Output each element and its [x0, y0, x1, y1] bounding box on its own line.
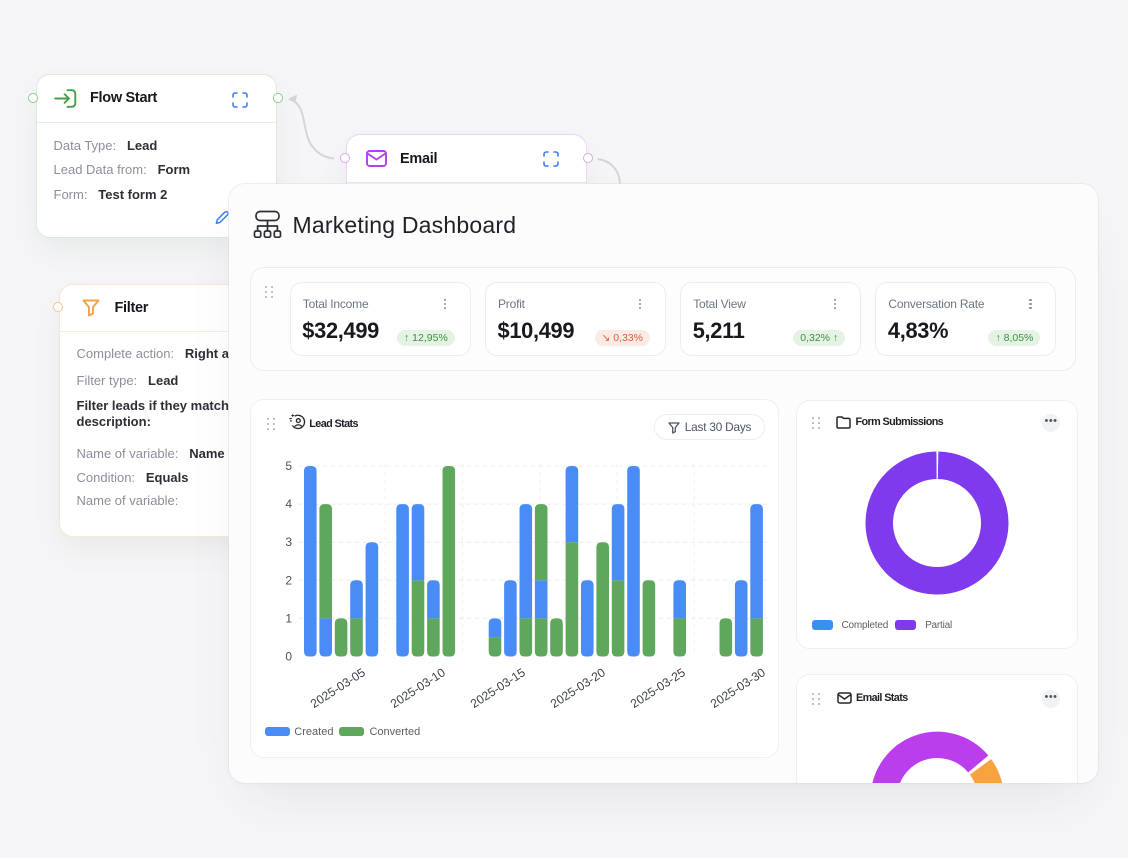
svg-text:2025-03-30: 2025-03-30: [708, 665, 768, 711]
svg-text:2025-03-20: 2025-03-20: [548, 665, 608, 711]
svg-text:2025-03-10: 2025-03-10: [388, 665, 448, 711]
svg-text:0: 0: [286, 649, 293, 663]
svg-text:2: 2: [286, 573, 293, 587]
svg-text:2025-03-15: 2025-03-15: [468, 665, 528, 711]
svg-text:2025-03-05: 2025-03-05: [308, 665, 368, 711]
svg-text:4: 4: [286, 497, 293, 511]
svg-text:2025-03-25: 2025-03-25: [628, 665, 688, 711]
svg-text:3: 3: [286, 535, 293, 549]
svg-text:5: 5: [286, 459, 293, 473]
svg-text:1: 1: [286, 611, 293, 625]
